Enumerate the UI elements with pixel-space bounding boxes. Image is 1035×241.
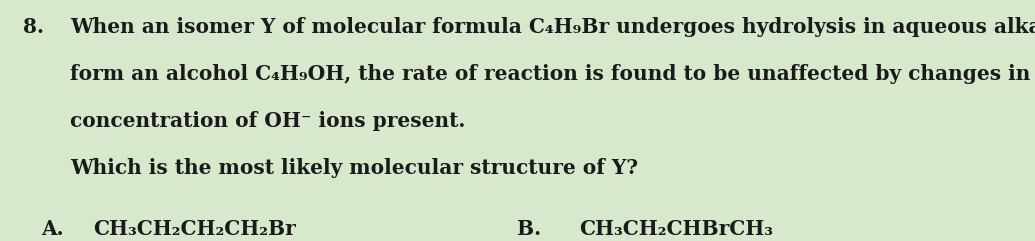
Text: CH₃CH₂CH₂CH₂Br: CH₃CH₂CH₂CH₂Br [93,219,296,239]
Text: When an isomer Y of molecular formula C₄H₉Br undergoes hydrolysis in aqueous alk: When an isomer Y of molecular formula C₄… [70,17,1035,37]
Text: Which is the most likely molecular structure of Y?: Which is the most likely molecular struc… [70,158,639,178]
Text: concentration of OH⁻ ions present.: concentration of OH⁻ ions present. [70,111,466,131]
Text: CH₃CH₂CHBrCH₃: CH₃CH₂CHBrCH₃ [580,219,773,239]
Text: B.: B. [518,219,541,239]
Text: 8.: 8. [23,17,43,37]
Text: A.: A. [41,219,64,239]
Text: form an alcohol C₄H₉OH, the rate of reaction is found to be unaffected by change: form an alcohol C₄H₉OH, the rate of reac… [70,64,1035,84]
